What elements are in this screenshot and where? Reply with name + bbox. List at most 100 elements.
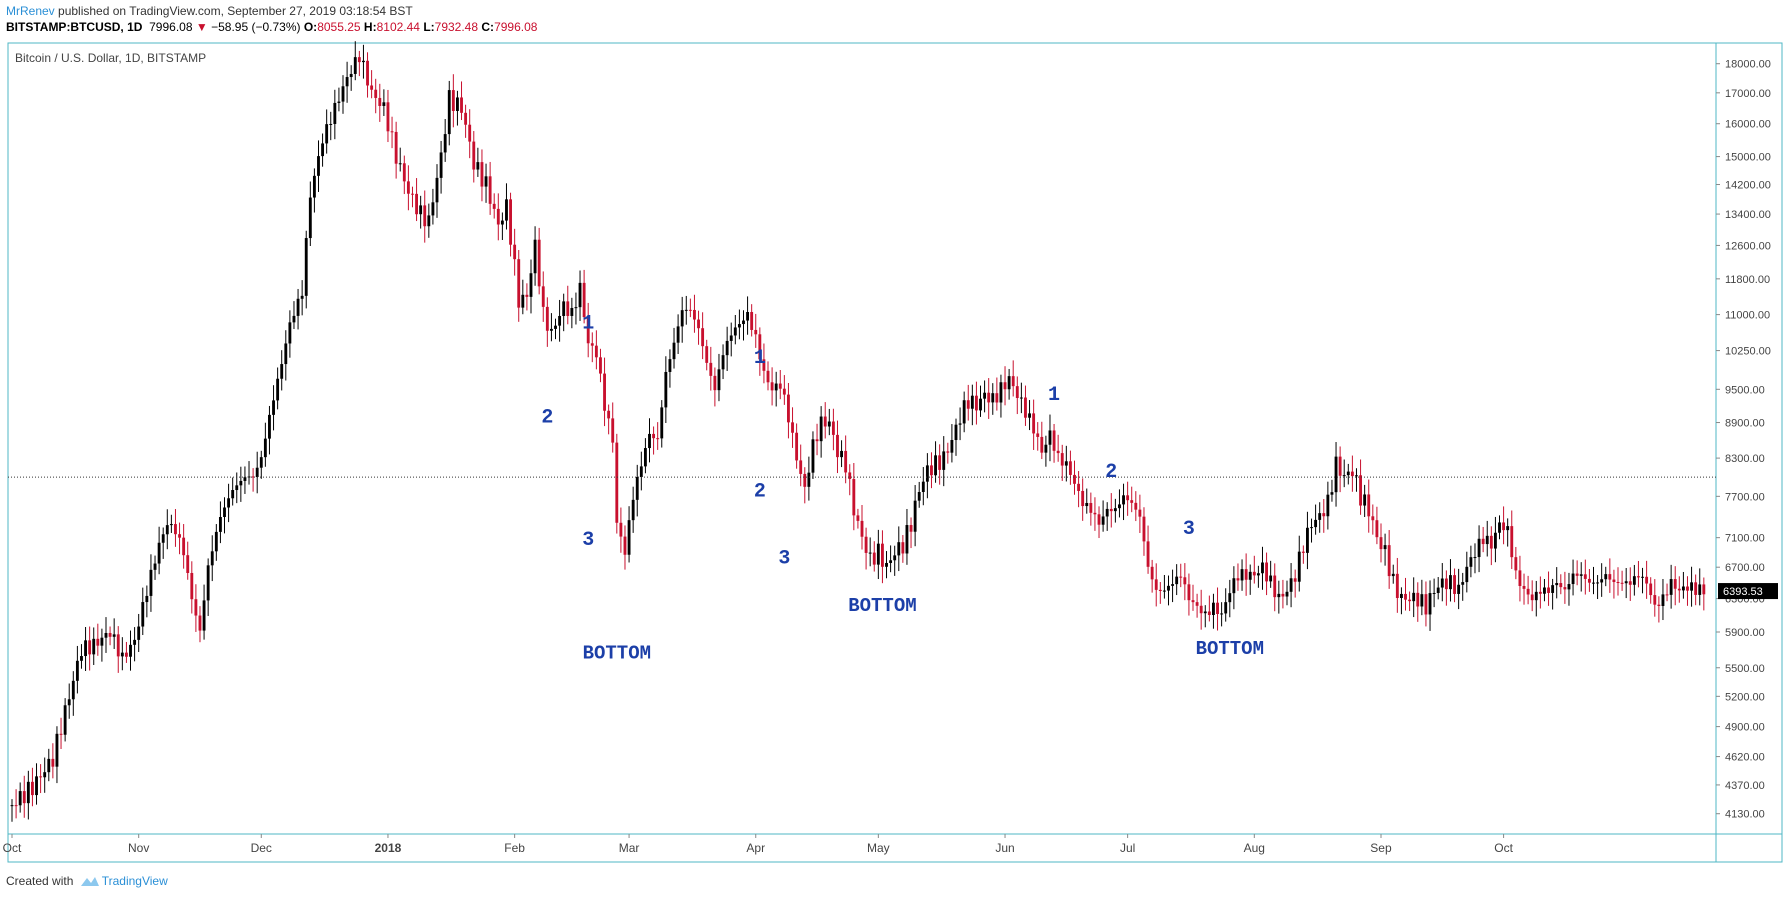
candle-up [243,477,247,481]
candle-up [1289,578,1293,592]
candle-up [112,634,116,637]
candle-up [1044,444,1048,453]
candle-up [202,600,206,631]
candle-up [1101,516,1105,525]
candle-up [268,414,271,439]
candle-down [1694,582,1698,595]
candle-up [1571,573,1575,585]
candle-down [1686,586,1689,591]
candle-up [165,525,169,535]
candle-up [1428,593,1432,615]
candle-down [194,599,198,616]
x-tick-label: Jun [995,841,1014,855]
candle-up [627,520,631,555]
candle-down [1183,577,1187,585]
candle-up [1399,593,1403,599]
candle-up [1641,576,1644,578]
candle-up [153,563,157,570]
candle-up [1019,397,1023,399]
down-arrow-icon: ▼ [195,20,208,34]
candle-up [255,467,259,478]
candle-up [239,480,243,486]
candle-down [987,392,991,403]
candle-up [500,220,504,225]
candle-down [251,476,255,478]
candle-down [1395,573,1399,599]
y-tick-label: 10250.00 [1725,346,1771,358]
candle-up [1171,584,1175,586]
candle-down [713,375,717,391]
candle-up [439,152,443,178]
candle-down [31,781,34,796]
candle-up [827,421,831,427]
candle-up [958,423,962,425]
candle-down [541,286,545,307]
candle-up [1579,574,1583,576]
candle-down [513,244,517,260]
candle-down [402,163,406,182]
candle-up [578,282,582,308]
tradingview-brand[interactable]: TradingView [101,874,168,888]
candle-down [186,555,190,573]
x-tick-label: May [867,841,890,855]
candle-up [349,73,353,78]
candle-up [868,552,872,554]
candle-up [942,451,946,470]
candle-down [1587,578,1591,583]
candle-down [1657,604,1661,607]
candle-down [619,522,623,537]
candle-down [1154,579,1158,590]
candle-up [1285,591,1289,597]
candle-down [803,473,807,487]
candle-up [129,644,132,657]
candle-down [582,282,586,318]
candle-down [1424,594,1428,615]
candle-up [26,781,30,804]
wave-number-annotation: 2 [1105,461,1117,484]
candle-up [717,369,721,391]
y-tick-label: 4900.00 [1725,722,1765,734]
candle-up [1681,586,1685,591]
y-tick-label: 6700.00 [1725,562,1765,574]
candle-up [304,238,308,296]
candle-up [1256,573,1260,576]
candle-up [549,328,553,331]
candle-down [1011,376,1015,387]
candle-down [116,634,120,657]
x-tick-label: Apr [746,841,765,855]
candle-up [1277,593,1281,598]
candle-up [317,156,320,176]
candle-up [1326,494,1330,517]
last-price-label: 6393.53 [1723,586,1763,598]
author-link[interactable]: MrRenev [6,4,55,18]
candle-up [1457,584,1461,594]
candle-up [456,97,459,111]
candle-up [133,639,137,645]
bottom-annotation: BOTTOM [1196,638,1264,660]
candle-up [362,60,365,63]
ohlc-line: BITSTAMP:BTCUSD, 1D 7996.08 ▼ −58.95 (−0… [6,20,538,34]
candle-up [1391,573,1395,577]
candle-up [1175,576,1179,585]
candle-up [308,197,312,239]
candle-up [1436,587,1440,593]
candle-down [1612,579,1616,583]
candle-up [1240,569,1244,581]
candle-up [292,315,296,323]
candle-up [1543,587,1546,594]
candle-up [1310,527,1313,529]
candle-up [1632,576,1636,585]
candle-down [901,542,905,554]
candle-up [231,490,235,499]
x-tick-label: Mar [619,841,640,855]
y-tick-label: 11800.00 [1725,274,1770,286]
candle-down [1322,513,1326,517]
candle-down [1130,500,1134,503]
candle-up [913,500,917,532]
candle-up [345,77,349,87]
candle-up [684,309,688,311]
y-tick-label: 14200.00 [1725,180,1771,192]
y-tick-label: 7700.00 [1725,491,1765,503]
candle-down [1138,509,1142,517]
